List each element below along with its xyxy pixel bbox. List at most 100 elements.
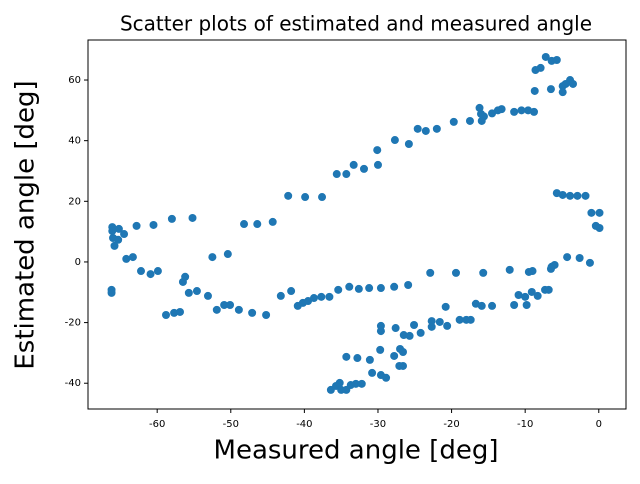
y-tick-label: 0	[75, 257, 81, 268]
y-tick-label: 20	[68, 196, 81, 207]
point	[175, 307, 184, 316]
point	[304, 297, 313, 306]
y-tick-label: 40	[68, 136, 81, 147]
point	[120, 230, 129, 239]
point	[132, 221, 141, 230]
point	[365, 355, 374, 364]
point	[212, 305, 221, 314]
point	[561, 79, 570, 88]
point	[435, 317, 444, 326]
point	[114, 224, 123, 233]
point	[558, 190, 567, 199]
point	[522, 301, 531, 310]
point	[449, 117, 458, 126]
point	[477, 301, 486, 310]
point	[276, 291, 285, 300]
point	[426, 268, 435, 277]
point	[146, 270, 155, 279]
point	[376, 284, 385, 293]
point	[309, 294, 318, 303]
point	[357, 379, 366, 388]
point	[373, 146, 382, 155]
x-tick-label: -10	[517, 419, 533, 430]
point	[203, 291, 212, 300]
point	[595, 223, 604, 232]
point	[585, 258, 594, 267]
point	[451, 268, 460, 277]
x-tick-label: 0	[596, 419, 602, 430]
point	[240, 220, 249, 229]
ticks: -60 -50 -40 -30 -20 -10 0 -40 -20 0 20 40 60	[65, 75, 602, 430]
point	[405, 331, 414, 340]
point	[427, 317, 436, 326]
point	[505, 265, 514, 274]
point	[382, 373, 391, 382]
x-tick-label: -20	[443, 419, 459, 430]
point	[514, 290, 523, 299]
point	[541, 52, 550, 61]
point	[318, 193, 327, 202]
point	[335, 378, 344, 387]
x-tick-label: -30	[370, 419, 386, 430]
point	[479, 268, 488, 277]
point	[421, 126, 430, 135]
point	[524, 106, 533, 115]
point	[334, 285, 343, 294]
point	[587, 208, 596, 217]
point	[528, 267, 537, 276]
point	[477, 109, 486, 118]
point	[376, 321, 385, 330]
point	[368, 368, 377, 377]
point	[167, 214, 176, 223]
point	[188, 213, 197, 222]
point	[149, 220, 158, 229]
point	[530, 86, 539, 95]
point	[404, 139, 413, 148]
point	[563, 253, 572, 262]
point	[170, 308, 179, 317]
point	[416, 328, 425, 337]
point	[552, 56, 561, 65]
point	[573, 191, 582, 200]
point	[427, 322, 436, 331]
point	[432, 124, 441, 133]
point	[595, 208, 604, 217]
point	[391, 324, 400, 333]
point	[287, 287, 296, 296]
point	[301, 193, 310, 202]
y-tick-label: -20	[65, 318, 81, 329]
point	[581, 191, 590, 200]
point	[349, 160, 358, 169]
point	[390, 351, 399, 360]
x-axis-label: Measured angle [deg]	[214, 436, 499, 466]
point	[153, 267, 162, 276]
point	[128, 253, 137, 262]
point	[410, 321, 419, 330]
point	[184, 288, 193, 297]
point	[455, 315, 464, 324]
point	[546, 264, 555, 273]
point	[575, 254, 584, 263]
point	[466, 315, 475, 324]
point	[510, 107, 519, 116]
point	[248, 308, 257, 317]
point	[354, 284, 363, 293]
point	[110, 241, 119, 250]
point	[223, 250, 232, 259]
point	[413, 124, 422, 133]
point	[475, 103, 484, 112]
point	[268, 217, 277, 226]
y-tick-label: 60	[68, 75, 81, 86]
point	[390, 282, 399, 291]
point	[108, 227, 117, 236]
y-axis-label: Estimated angle [deg]	[11, 80, 41, 369]
point	[351, 379, 360, 388]
point	[441, 302, 450, 311]
point	[390, 136, 399, 145]
y-tick-label: -40	[65, 378, 81, 389]
point	[136, 267, 145, 276]
point	[114, 235, 123, 244]
point	[398, 361, 407, 370]
